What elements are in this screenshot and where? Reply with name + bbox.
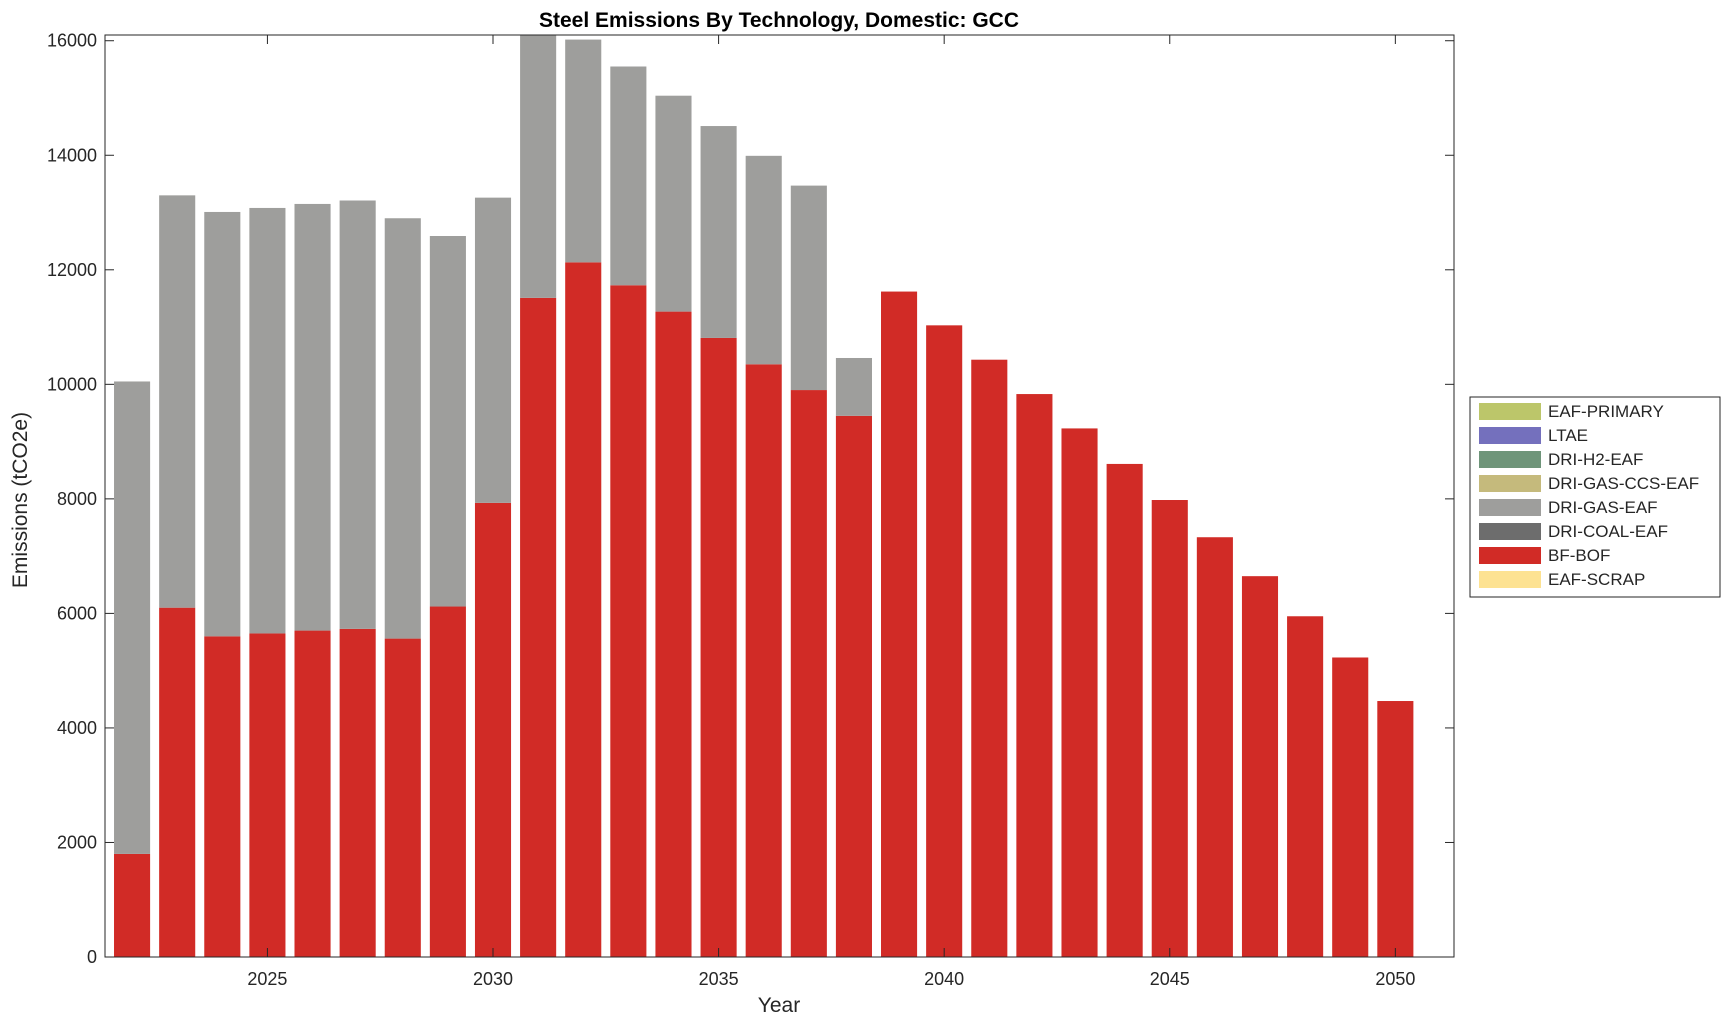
bar-dri-gas-eaf-2026	[294, 203, 331, 631]
bars-layer	[114, 35, 1414, 958]
bar-bf-bof-2022	[114, 853, 151, 957]
x-tick-label: 2050	[1375, 969, 1415, 989]
bar-dri-gas-eaf-2025	[249, 207, 286, 634]
bar-bf-bof-2046	[1196, 537, 1233, 957]
bar-bf-bof-2027	[339, 628, 376, 957]
legend-label-eaf-scrap: EAF-SCRAP	[1548, 570, 1645, 589]
bar-bf-bof-2026	[294, 630, 331, 957]
x-tick-label: 2035	[699, 969, 739, 989]
legend: EAF-PRIMARY LTAE DRI-H2-EAF DRI-GAS-CCS-EAF…	[1469, 396, 1721, 598]
bar-bf-bof-2041	[971, 359, 1008, 957]
legend-swatch-dri-gas-ccs-eaf	[1479, 475, 1541, 492]
y-tick-label: 12000	[47, 260, 97, 280]
bar-dri-gas-eaf-2032	[565, 39, 602, 263]
bar-bf-bof-2045	[1151, 500, 1188, 957]
bar-bf-bof-2039	[881, 291, 918, 957]
bar-bf-bof-2032	[565, 262, 602, 958]
bar-bf-bof-2038	[835, 415, 872, 958]
bar-bf-bof-2023	[159, 607, 196, 957]
legend-swatch-bf-bof	[1479, 547, 1541, 564]
bar-dri-gas-eaf-2035	[700, 126, 737, 338]
legend-swatch-eaf-scrap	[1479, 571, 1541, 588]
bar-dri-gas-eaf-2033	[610, 66, 647, 286]
bar-dri-gas-eaf-2037	[790, 185, 827, 391]
bar-dri-gas-eaf-2038	[835, 357, 872, 416]
x-tick-label: 2045	[1150, 969, 1190, 989]
bar-dri-gas-eaf-2031	[520, 35, 557, 298]
bar-bf-bof-2044	[1106, 463, 1143, 957]
x-axis-label: Year	[758, 994, 800, 1017]
legend-swatch-dri-gas-eaf	[1479, 499, 1541, 516]
bar-bf-bof-2034	[655, 311, 692, 958]
y-tick-label: 6000	[57, 603, 97, 623]
legend-swatch-ltae	[1479, 427, 1541, 444]
x-tick-label: 2025	[247, 969, 287, 989]
y-tick-label: 4000	[57, 718, 97, 738]
bar-dri-gas-eaf-2027	[339, 200, 376, 629]
y-tick-label: 8000	[57, 489, 97, 509]
y-tick-label: 10000	[47, 374, 97, 394]
bar-bf-bof-2025	[249, 633, 286, 957]
bar-bf-bof-2028	[384, 638, 421, 957]
legend-swatch-dri-coal-eaf	[1479, 523, 1541, 540]
y-tick-label: 0	[87, 947, 97, 967]
bar-dri-gas-eaf-2022	[114, 381, 151, 854]
legend-label-eaf-primary: EAF-PRIMARY	[1548, 402, 1664, 421]
bar-dri-gas-eaf-2030	[474, 197, 512, 503]
bar-bf-bof-2050	[1377, 701, 1414, 957]
y-tick-label: 16000	[47, 31, 97, 51]
bar-dri-gas-eaf-2028	[384, 218, 421, 639]
bar-bf-bof-2030	[474, 502, 512, 957]
bar-bf-bof-2049	[1332, 657, 1369, 957]
legend-swatch-dri-h2-eaf	[1479, 451, 1541, 468]
legend-label-ltae: LTAE	[1548, 426, 1588, 445]
bar-bf-bof-2048	[1287, 616, 1324, 957]
y-tick-label: 2000	[57, 832, 97, 852]
bar-bf-bof-2040	[926, 325, 963, 958]
chart-title: Steel Emissions By Technology, Domestic:…	[539, 9, 1019, 32]
axes-box	[104, 34, 1455, 958]
legend-label-dri-coal-eaf: DRI-COAL-EAF	[1548, 522, 1668, 541]
bar-dri-gas-eaf-2036	[745, 155, 782, 365]
bar-dri-gas-eaf-2029	[429, 236, 466, 607]
bar-bf-bof-2047	[1241, 576, 1279, 957]
bar-bf-bof-2042	[1016, 394, 1053, 957]
y-tick-label: 14000	[47, 145, 97, 165]
x-tick-label: 2040	[924, 969, 964, 989]
legend-label-dri-gas-ccs-eaf: DRI-GAS-CCS-EAF	[1548, 474, 1699, 493]
bar-bf-bof-2024	[204, 636, 241, 957]
bar-bf-bof-2035	[700, 337, 737, 957]
bar-bf-bof-2036	[745, 364, 782, 957]
x-tick-label: 2030	[473, 969, 513, 989]
bar-dri-gas-eaf-2034	[655, 95, 692, 312]
y-axis-label: Emissions (tCO2e)	[9, 412, 32, 588]
bar-bf-bof-2043	[1061, 428, 1098, 957]
bar-bf-bof-2029	[429, 606, 466, 957]
bar-bf-bof-2031	[520, 297, 557, 957]
legend-swatch-eaf-primary	[1479, 403, 1541, 420]
bar-bf-bof-2037	[790, 390, 827, 957]
legend-label-dri-h2-eaf: DRI-H2-EAF	[1548, 450, 1643, 469]
axes-layer: 0 2000 4000 6000 8000 10000 12000 14000 16000 202…	[47, 31, 1455, 989]
bar-bf-bof-2033	[610, 285, 647, 957]
legend-label-bf-bof: BF-BOF	[1548, 546, 1610, 565]
bar-dri-gas-eaf-2024	[204, 211, 241, 637]
legend-label-dri-gas-eaf: DRI-GAS-EAF	[1548, 498, 1658, 517]
bar-dri-gas-eaf-2023	[159, 195, 196, 608]
